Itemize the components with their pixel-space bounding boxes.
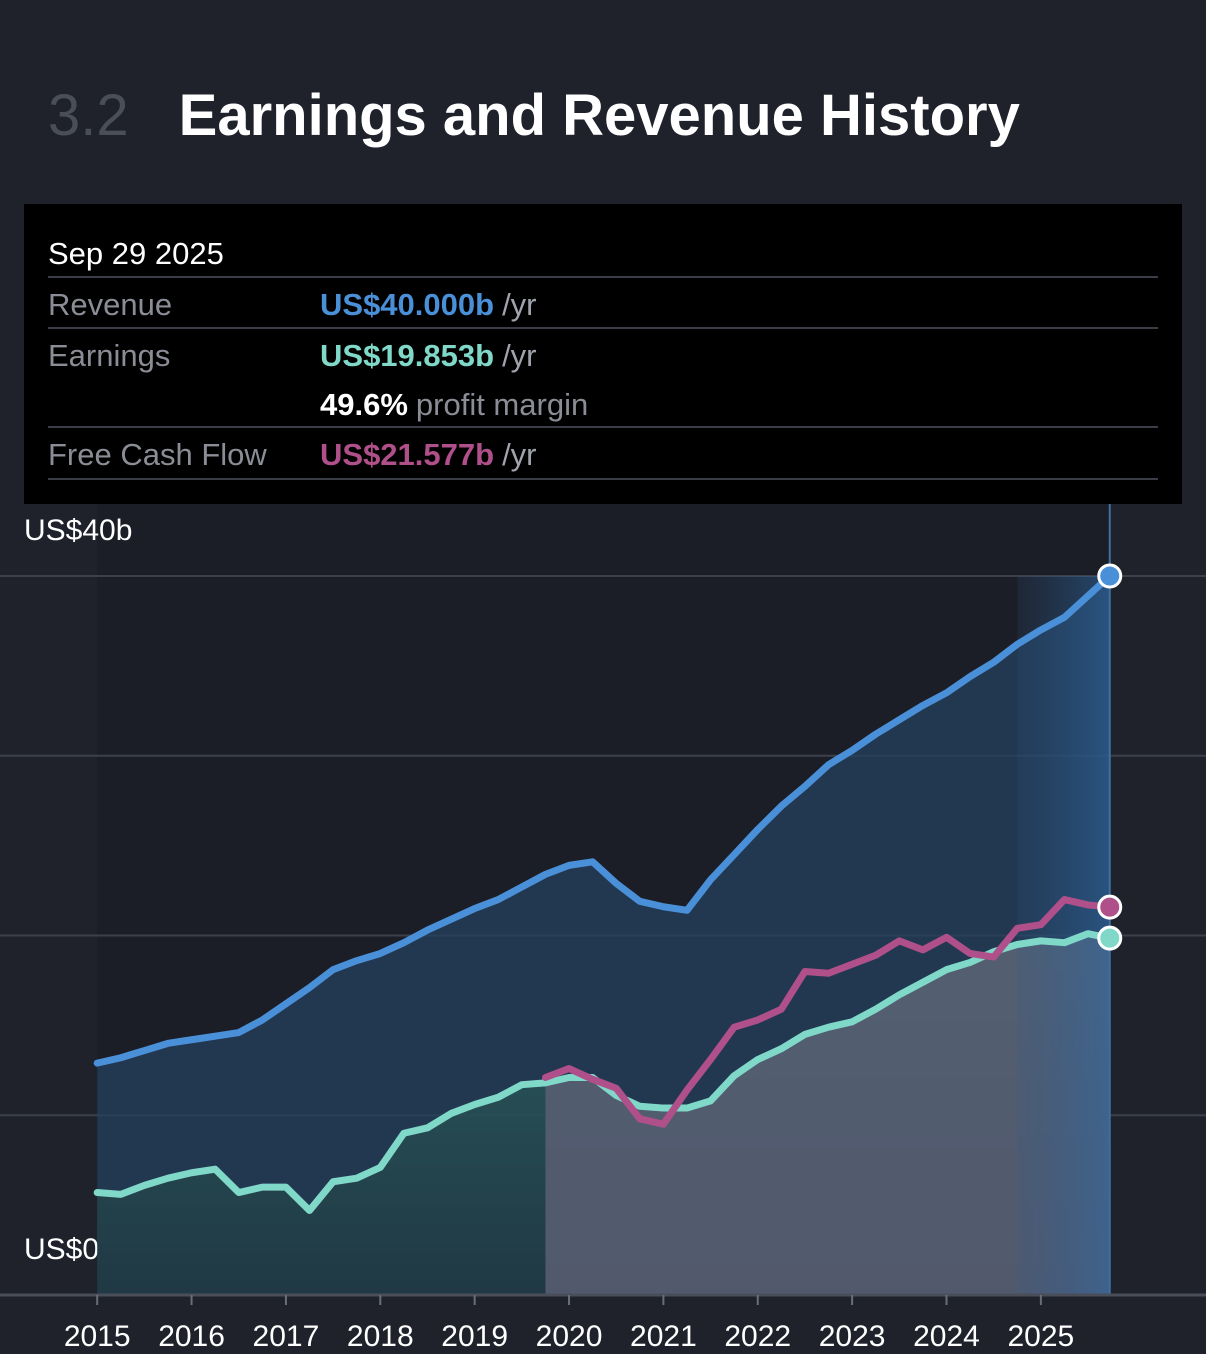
end-dot <box>1097 563 1123 589</box>
x-tick-label: 2019 <box>441 1320 508 1353</box>
tooltip-value: US$21.577b/yr <box>320 437 537 473</box>
x-tick-label: 2023 <box>819 1320 886 1353</box>
x-tick-label: 2015 <box>64 1320 131 1353</box>
tooltip-value: US$40.000b/yr <box>320 287 537 323</box>
end-dot <box>1097 925 1123 951</box>
value-text: US$19.853b <box>320 338 495 373</box>
x-tick-label: 2025 <box>1007 1320 1074 1353</box>
profit-margin: 49.6% profit margin <box>320 387 588 423</box>
tooltip-date: Sep 29 2025 <box>48 236 224 271</box>
unit: /yr <box>502 287 537 322</box>
x-tick-label: 2016 <box>158 1320 225 1353</box>
tooltip-row: Revenue US$40.000b/yr <box>48 276 1158 328</box>
series-line <box>93 572 1114 1067</box>
y-tick-label: US$40b <box>24 514 132 547</box>
value-text: US$40.000b <box>320 287 495 322</box>
x-tick-label: 2020 <box>536 1320 603 1353</box>
x-tick-label: 2017 <box>253 1320 320 1353</box>
section-number: 3.2 <box>48 83 129 148</box>
section-heading: 3.2 Earnings and Revenue History <box>48 82 1020 149</box>
x-tick-label: 2024 <box>913 1320 980 1353</box>
tooltip-label: Free Cash Flow <box>48 437 267 472</box>
unit: /yr <box>502 338 537 373</box>
end-dot <box>1097 894 1123 920</box>
unit: /yr <box>502 437 537 472</box>
section-title: Earnings and Revenue History <box>178 83 1020 148</box>
x-tick-label: 2022 <box>724 1320 791 1353</box>
tooltip-label: Revenue <box>48 287 173 322</box>
tooltip-row: Earnings US$19.853b/yr 49.6% profit margi… <box>48 327 1158 427</box>
y-tick-label: US$0 <box>24 1233 99 1266</box>
margin-value: 49.6% <box>320 387 408 422</box>
x-tick-label: 2021 <box>630 1320 697 1353</box>
margin-label: profit margin <box>415 387 589 422</box>
x-tick-label: 2018 <box>347 1320 414 1353</box>
tooltip-label: Earnings <box>48 338 171 373</box>
value-text: US$21.577b <box>320 437 495 472</box>
tooltip-row: Free Cash Flow US$21.577b/yr <box>48 426 1158 480</box>
tooltip-value: US$19.853b/yr <box>320 338 537 374</box>
series-line <box>541 896 1114 1128</box>
tooltip: Sep 29 2025 Revenue US$40.000b/yr Earnin… <box>24 204 1182 504</box>
